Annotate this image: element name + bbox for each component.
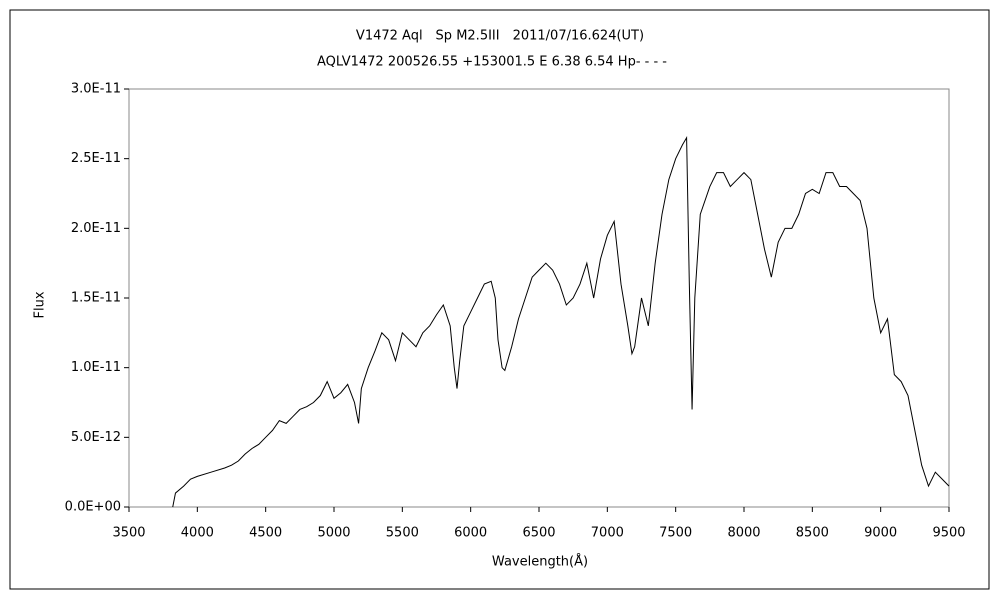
x-tick-label: 4000 (181, 526, 214, 541)
y-tick-label: 2.0E-11 (71, 221, 121, 236)
x-tick-label: 3500 (112, 526, 145, 541)
x-tick-label: 9000 (864, 526, 897, 541)
y-tick-label: 2.5E-11 (71, 151, 121, 166)
x-tick-label: 6500 (522, 526, 555, 541)
x-tick-label: 6000 (454, 526, 487, 541)
x-tick-label: 4500 (249, 526, 282, 541)
x-tick-label: 8500 (796, 526, 829, 541)
y-tick-label: 1.5E-11 (71, 291, 121, 306)
chart-title: V1472 Aql Sp M2.5III 2011/07/16.624(UT) (356, 29, 644, 44)
y-tick-label: 1.0E-11 (71, 360, 121, 375)
x-tick-label: 9500 (932, 526, 965, 541)
y-tick-label: 5.0E-12 (71, 430, 121, 445)
x-tick-label: 7500 (659, 526, 692, 541)
x-tick-label: 8000 (727, 526, 760, 541)
spectrum-line (172, 135, 950, 508)
x-tick-label: 7000 (591, 526, 624, 541)
y-tick-label: 0.0E+00 (65, 500, 121, 515)
y-axis-label: Flux (33, 291, 48, 318)
x-tick-label: 5000 (317, 526, 350, 541)
y-tick-label: 3.0E-11 (71, 82, 121, 97)
chart-frame (9, 9, 990, 590)
x-tick-label: 5500 (386, 526, 419, 541)
x-axis-label: Wavelength(Å) (492, 554, 588, 570)
chart-subtitle: AQLV1472 200526.55 +153001.5 E 6.38 6.54… (317, 55, 667, 70)
